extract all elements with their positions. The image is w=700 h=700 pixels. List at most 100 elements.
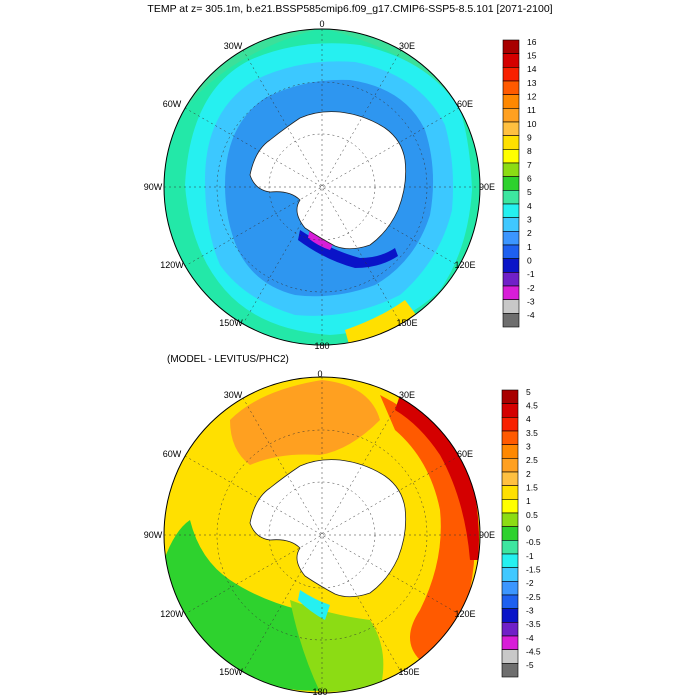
bottom-map-antarctica [249, 459, 407, 598]
top-colorbar-tick-label: -4 [527, 310, 535, 320]
top-colorbar-swatch [502, 258, 520, 273]
bottom-lon-label-120w: 120W [160, 609, 184, 619]
top-colorbar-tick-label: 15 [527, 50, 537, 60]
top-map-lon-labels: 0 30E 60E 90E 120E 150E 180 150W 120W 90… [144, 19, 495, 351]
bottom-colorbar-swatch [501, 417, 519, 432]
top-map-graticule [164, 29, 480, 345]
top-lon-label-120e: 120E [454, 260, 475, 270]
top-colorbar-tick-label: 11 [527, 105, 536, 115]
top-colorbar-swatch [502, 299, 520, 314]
top-colorbar-swatch [502, 272, 520, 287]
top-lon-label-30w: 30W [224, 41, 243, 51]
bottom-map-green-band-south [290, 600, 384, 692]
top-colorbar-swatch [502, 39, 520, 54]
top-colorbar-swatch [502, 53, 520, 68]
top-lon-label-150w: 150W [219, 318, 243, 328]
top-colorbar-swatch [502, 190, 520, 205]
bottom-colorbar-tick-label: -2.5 [526, 592, 541, 602]
bottom-colorbar-tick-label: 3 [526, 441, 531, 451]
top-map-antarctica [249, 111, 407, 250]
top-map-warm-north-band [164, 29, 480, 150]
top-colorbar-swatch [502, 135, 520, 150]
bottom-colorbar-swatch [501, 485, 519, 500]
top-colorbar-tick-label: 16 [527, 37, 537, 47]
top-lon-label-60e: 60E [457, 99, 473, 109]
bottom-colorbar-swatch [501, 581, 519, 596]
bottom-lon-label-120e: 120E [454, 609, 475, 619]
top-colorbar-tick-label: 13 [527, 78, 537, 88]
bottom-map-lon-labels: 0 30E 60E 90E 120E 150E 180 150W 120W 90… [144, 369, 495, 697]
top-colorbar-tick-label: 0 [527, 255, 532, 265]
bottom-colorbar-swatch [501, 622, 519, 637]
top-colorbar-tick-label: 9 [527, 132, 532, 142]
bottom-colorbar-swatch [501, 594, 519, 609]
bottom-colorbar-swatch [501, 635, 519, 650]
top-colorbar-swatch [502, 121, 520, 136]
top-colorbar-swatch [502, 108, 520, 123]
top-map-border [163, 28, 481, 346]
bottom-map-border [163, 376, 481, 694]
top-lon-label-120w: 120W [160, 260, 184, 270]
top-colorbar-swatch [502, 94, 520, 109]
bottom-colorbar-swatch [501, 649, 519, 664]
top-colorbar-tick-label: 8 [527, 146, 532, 156]
top-lon-label-150e: 150E [396, 318, 417, 328]
top-colorbar-swatch [502, 162, 520, 177]
bottom-lon-label-60w: 60W [163, 449, 182, 459]
top-colorbar-swatch [502, 149, 520, 164]
bottom-lon-label-30w: 30W [224, 390, 243, 400]
top-colorbar-tick-label: 7 [527, 160, 532, 170]
top-colorbar-tick-label: -3 [527, 296, 535, 306]
top-colorbar-swatch [502, 231, 520, 246]
top-lon-label-60w: 60W [163, 99, 182, 109]
top-lon-label-90w: 90W [144, 182, 163, 192]
top-colorbar-tick-label: 3 [527, 214, 532, 224]
figure-title: TEMP at z= 305.1m, b.e21.BSSP585cmip6.f0… [147, 3, 552, 15]
bottom-colorbar-tick-label: -3 [526, 605, 534, 615]
bottom-colorbar-tick-label: -2 [526, 578, 534, 588]
bottom-colorbar-tick-label: -3.5 [526, 619, 541, 629]
bottom-lon-label-90w: 90W [144, 530, 163, 540]
top-colorbar-tick-label: 6 [527, 173, 532, 183]
top-colorbar-swatch [502, 285, 520, 300]
top-lon-label-180: 180 [314, 341, 329, 351]
top-map: 0 30E 60E 90E 120E 150E 180 150W 120W 90… [144, 19, 495, 351]
top-colorbar-swatch [502, 67, 520, 82]
bottom-lon-label-150e: 150E [398, 667, 419, 677]
bottom-colorbar-swatch [501, 512, 519, 527]
bottom-colorbar-swatch [501, 430, 519, 445]
bottom-lon-label-60e: 60E [457, 449, 473, 459]
top-colorbar-tick-label: 1 [527, 242, 532, 252]
bottom-colorbar-swatch [501, 389, 519, 404]
bottom-map: 0 30E 60E 90E 120E 150E 180 150W 120W 90… [144, 369, 495, 697]
bottom-colorbar-tick-label: -4 [526, 633, 534, 643]
top-colorbar-swatch [502, 80, 520, 95]
bottom-colorbar-tick-label: 1 [526, 496, 531, 506]
top-colorbar-tick-label: -2 [527, 283, 535, 293]
top-lon-label-90e: 90E [479, 182, 495, 192]
bottom-colorbar-tick-label: 2 [526, 469, 531, 479]
top-colorbar-tick-label: 2 [527, 228, 532, 238]
bottom-colorbar-tick-label: -4.5 [526, 646, 541, 656]
bottom-map-darkred-east [395, 395, 479, 560]
bottom-colorbar-tick-label: 0 [526, 523, 531, 533]
bottom-colorbar-swatch [501, 567, 519, 582]
top-colorbar-tick-label: 4 [527, 201, 532, 211]
bottom-colorbar-swatch [501, 608, 519, 623]
top-colorbar-swatch [502, 313, 520, 328]
top-colorbar-tick-label: -1 [527, 269, 535, 279]
bottom-colorbar-tick-label: 4 [526, 414, 531, 424]
bottom-colorbar-swatch [501, 471, 519, 486]
bottom-lon-label-150w: 150W [219, 667, 243, 677]
bottom-colorbar-swatch [501, 458, 519, 473]
top-map-warm-patch-se [345, 300, 420, 345]
bottom-colorbar-swatch [501, 663, 519, 678]
bottom-colorbar-tick-label: -5 [526, 660, 534, 670]
bottom-colorbar-swatch [501, 540, 519, 555]
top-colorbar-tick-label: 14 [527, 64, 537, 74]
top-colorbar-tick-label: 10 [527, 119, 537, 129]
bottom-colorbar-tick-label: 0.5 [526, 510, 538, 520]
bottom-lon-label-90e: 90E [479, 530, 495, 540]
